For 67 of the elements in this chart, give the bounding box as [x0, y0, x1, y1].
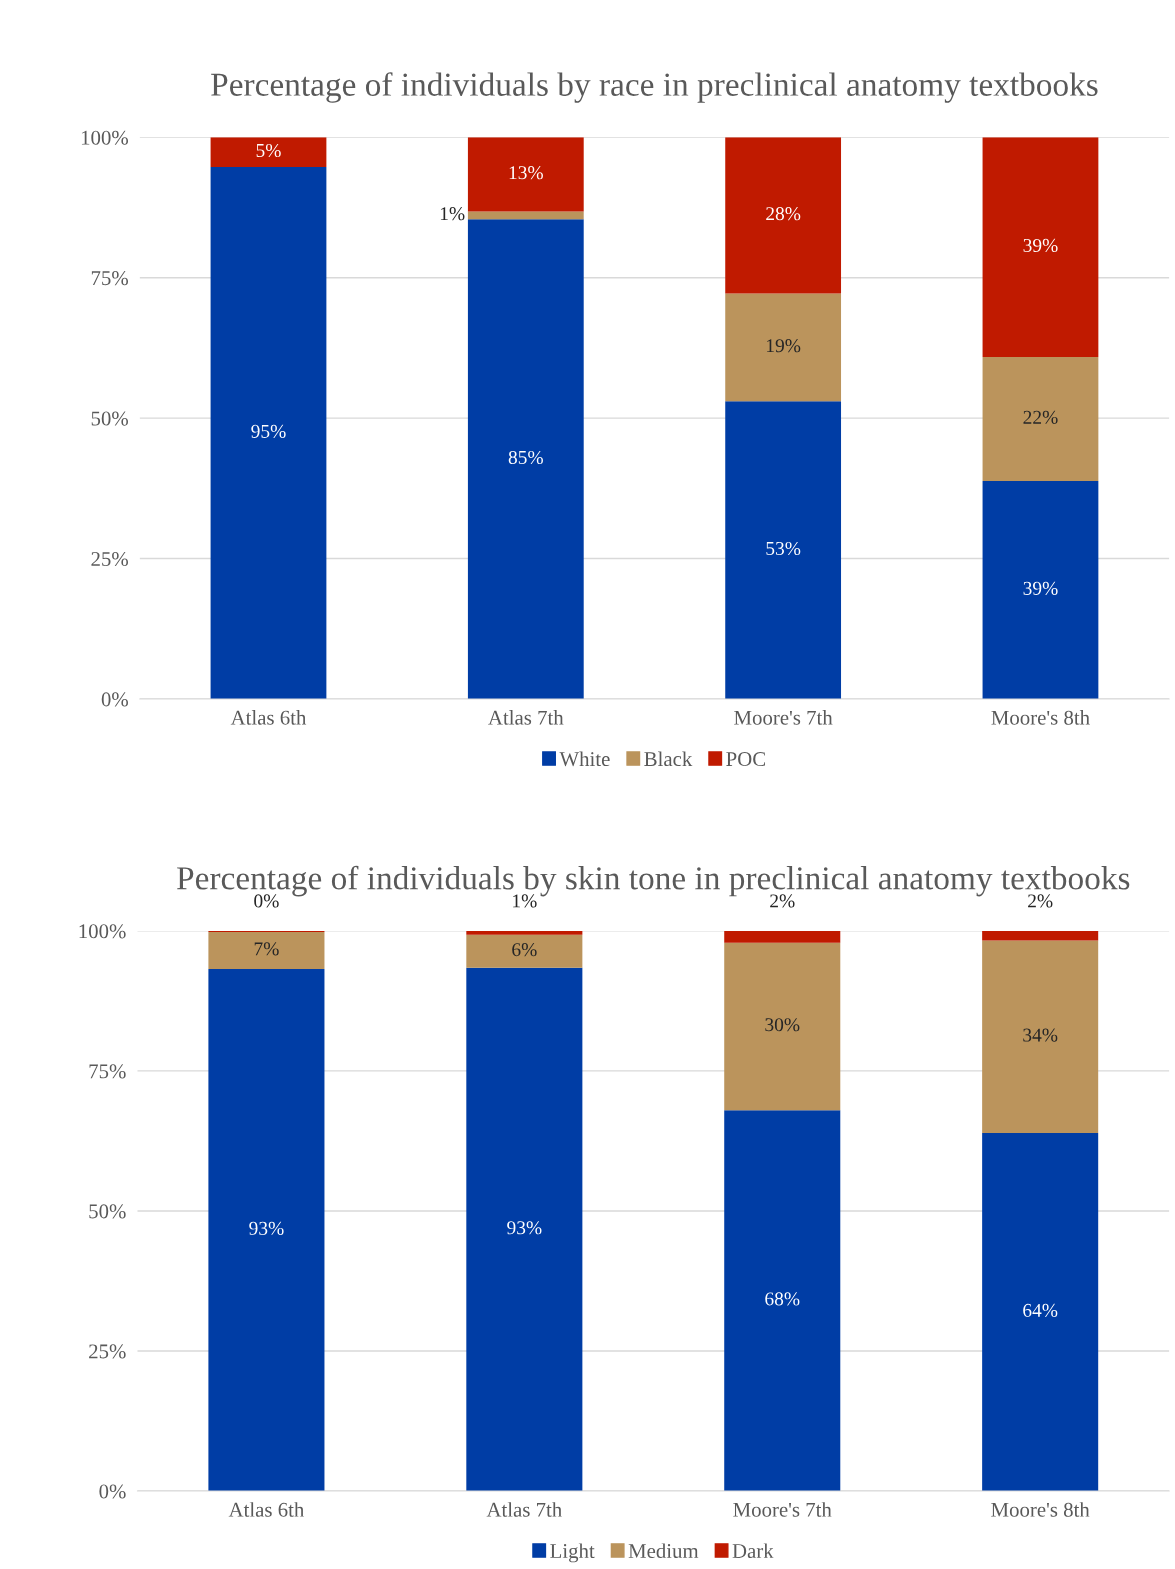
- bar: [467, 137, 584, 212]
- legend-label: Medium: [628, 1543, 699, 1559]
- bar: [725, 293, 842, 402]
- bar: [724, 942, 841, 1111]
- x-tick-label: Moore's 7th: [734, 710, 833, 725]
- data-label: 64%: [1023, 1303, 1058, 1317]
- y-tick-label: 75%: [91, 271, 128, 286]
- y-tick-label: 100%: [79, 924, 126, 939]
- legend-label: Light: [550, 1543, 595, 1563]
- x-tick-label: Moore's 8th: [991, 710, 1090, 725]
- data-label: 2%: [1028, 894, 1053, 908]
- data-label: 30%: [765, 1018, 800, 1032]
- y-tick-label: 75%: [89, 1064, 126, 1079]
- chart-title: Percentage of individuals by race in preclinical anatomy textbooks: [211, 72, 1098, 103]
- data-label: 93%: [507, 1221, 542, 1235]
- y-tick-label: 100%: [81, 130, 128, 145]
- y-tick-label: 25%: [89, 1344, 126, 1359]
- x-tick-label: Atlas 7th: [488, 710, 564, 725]
- bar: [982, 481, 1099, 699]
- data-label: 28%: [766, 207, 801, 221]
- data-label: 39%: [1023, 238, 1058, 253]
- data-label: 39%: [1023, 581, 1058, 595]
- data-label: 7%: [254, 942, 279, 956]
- bar: [467, 211, 584, 220]
- bar: [466, 967, 583, 1492]
- bar: [210, 137, 327, 168]
- x-tick-label: Atlas 6th: [230, 710, 307, 725]
- x-tick-label: Atlas 7th: [486, 1502, 562, 1517]
- bar: [208, 932, 325, 969]
- data-label: 95%: [251, 424, 286, 438]
- bar: [467, 219, 584, 699]
- bar: [210, 167, 327, 699]
- data-label: 13%: [509, 166, 543, 180]
- legend-label: POC: [726, 752, 766, 767]
- legend-label: Black: [644, 751, 693, 767]
- data-label: 19%: [767, 339, 801, 353]
- bar: [725, 401, 842, 699]
- data-label: 5%: [256, 143, 281, 158]
- data-label: 68%: [765, 1292, 800, 1306]
- bar: [466, 930, 583, 935]
- x-tick-label: Moore's 8th: [991, 1502, 1090, 1517]
- bar: [982, 356, 1099, 482]
- legend-label: White: [559, 751, 610, 767]
- y-tick-label: 0%: [99, 1484, 126, 1499]
- x-tick-label: Atlas 6th: [228, 1502, 305, 1517]
- data-label: 85%: [508, 450, 543, 465]
- y-tick-label: 50%: [91, 411, 128, 426]
- bar: [466, 934, 583, 968]
- data-label: 34%: [1023, 1028, 1058, 1042]
- y-tick-label: 50%: [89, 1204, 126, 1219]
- data-label: 53%: [766, 541, 801, 556]
- data-label: 1%: [440, 207, 465, 221]
- bar: [208, 968, 325, 1492]
- bar: [982, 1133, 1099, 1492]
- data-label: 6%: [512, 943, 537, 957]
- bar: [724, 930, 841, 943]
- x-tick-label: Moore's 7th: [733, 1502, 832, 1517]
- data-label: 93%: [249, 1221, 284, 1235]
- y-tick-label: 0%: [101, 692, 128, 707]
- y-tick-label: 25%: [91, 551, 128, 567]
- data-label: 22%: [1023, 410, 1058, 424]
- bar: [725, 137, 842, 294]
- bar: [982, 930, 1099, 941]
- legend-label: Dark: [732, 1543, 774, 1559]
- bar: [982, 137, 1099, 357]
- bar: [724, 1110, 841, 1492]
- bar: [982, 940, 1099, 1134]
